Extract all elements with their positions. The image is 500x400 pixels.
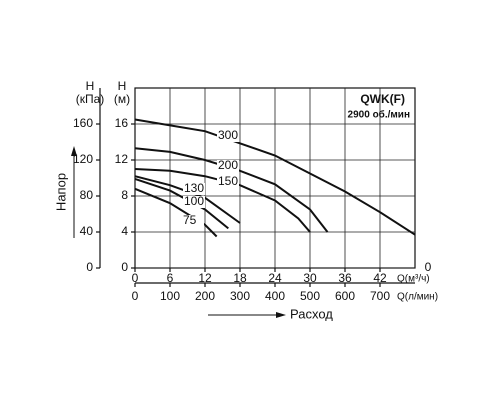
curve-label-bg	[183, 196, 205, 208]
x-arrow-head	[276, 312, 286, 318]
pump-curve	[134, 168, 311, 233]
curve-label: 100	[184, 194, 204, 208]
curve-label: 150	[218, 174, 238, 188]
curve-label-bg	[217, 176, 239, 188]
x2-unit: Q(л/мин)	[397, 292, 438, 303]
curve-label: 200	[218, 158, 238, 172]
y2-tick-label: 160	[73, 116, 93, 130]
y-tick-label: 8	[121, 188, 128, 202]
curve-label: 130	[184, 181, 204, 195]
y-label: H	[118, 79, 127, 93]
x-unit: Q(м³/ч)	[397, 274, 430, 285]
y2-tick-label: 0	[86, 260, 93, 274]
x2-tick-label: 100	[160, 289, 180, 303]
pump-curve	[134, 187, 218, 238]
x2-tick-label: 500	[300, 289, 320, 303]
y-arrow-head	[71, 146, 77, 156]
x2-tick-label: 400	[265, 289, 285, 303]
y-tick-label: 16	[115, 116, 129, 130]
x2-tick-label: 0	[132, 289, 139, 303]
y-unit: (м)	[114, 92, 130, 106]
x2-tick-label: 600	[335, 289, 355, 303]
right-zero: 0	[425, 260, 432, 274]
y2-tick-label: 80	[80, 188, 94, 202]
x2-tick-label: 300	[230, 289, 250, 303]
curve-label-bg	[182, 215, 204, 227]
x-tick-label: 18	[233, 271, 247, 285]
x-tick-label: 12	[198, 271, 212, 285]
pump-curve	[134, 118, 416, 236]
y2-tick-label: 120	[73, 152, 93, 166]
curve-label-bg	[217, 130, 239, 142]
y-tick-label: 12	[115, 152, 129, 166]
x-tick-label: 6	[167, 271, 174, 285]
curve-label-bg	[217, 160, 239, 172]
y-tick-label: 4	[121, 224, 128, 238]
x2-tick-label: 200	[195, 289, 215, 303]
x-tick-label: 30	[303, 271, 317, 285]
chart-title: QWK(F)	[360, 92, 405, 106]
pump-curve	[134, 147, 329, 233]
chart-subtitle: 2900 об./мин	[348, 109, 410, 121]
curve-label: 75	[183, 213, 197, 227]
y2-unit: (кПа)	[76, 92, 105, 106]
title-box	[344, 92, 412, 124]
x-tick-label: 42	[373, 271, 387, 285]
x-title: Расход	[290, 306, 333, 321]
x-tick-label: 36	[338, 271, 352, 285]
x-tick-label: 0	[132, 271, 139, 285]
y2-label: H	[86, 79, 95, 93]
y-tick-label: 0	[121, 260, 128, 274]
curve-label: 300	[218, 128, 238, 142]
x-tick-label: 24	[268, 271, 282, 285]
curve-label-bg	[183, 183, 205, 195]
y-title: Напор	[53, 173, 68, 211]
y2-tick-label: 40	[80, 224, 94, 238]
x2-tick-label: 700	[370, 289, 390, 303]
